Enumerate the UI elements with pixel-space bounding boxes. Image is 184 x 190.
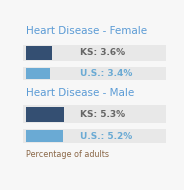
- Bar: [23, 45, 166, 61]
- Bar: [26, 68, 50, 79]
- Text: U.S.: 5.2%: U.S.: 5.2%: [80, 132, 132, 141]
- Text: Percentage of adults: Percentage of adults: [26, 150, 109, 159]
- Bar: [26, 130, 63, 142]
- Bar: [26, 46, 52, 60]
- Text: Heart Disease - Male: Heart Disease - Male: [26, 88, 134, 98]
- Bar: [26, 107, 64, 122]
- Bar: [23, 67, 166, 80]
- Text: KS: 3.6%: KS: 3.6%: [80, 48, 125, 57]
- Bar: [23, 129, 166, 143]
- Bar: [23, 105, 166, 123]
- Text: U.S.: 3.4%: U.S.: 3.4%: [80, 69, 132, 78]
- Text: Heart Disease - Female: Heart Disease - Female: [26, 26, 147, 36]
- Text: KS: 5.3%: KS: 5.3%: [80, 110, 125, 119]
